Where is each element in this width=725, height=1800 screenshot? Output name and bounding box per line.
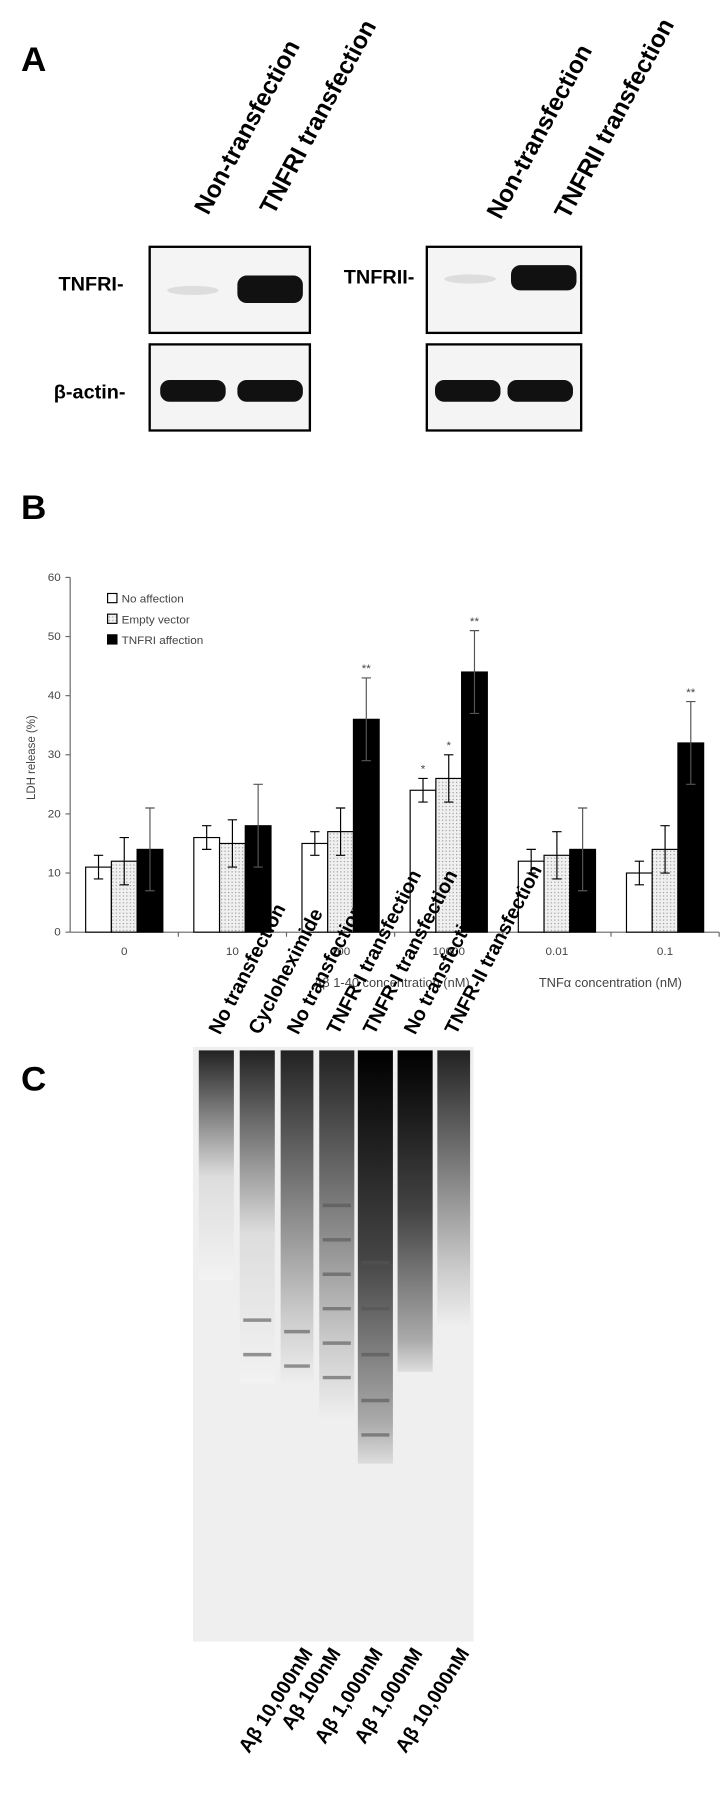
error-bar [686,701,696,785]
bar [409,789,437,933]
x-tick-label: 10000 [432,946,464,958]
error-bar [660,825,670,874]
significance-label: ** [470,616,480,628]
error-bar [444,754,454,803]
panel-letter: C [21,1061,46,1099]
error-bar [145,807,155,892]
legend-swatch [106,592,118,604]
error-bar [418,777,428,803]
lane-label: TNFRII transfection [550,14,680,223]
x-tick-label: 10 [226,946,239,958]
y-tick-label: 30 [48,749,61,761]
error-bar [119,836,129,886]
y-tick-label: 10 [48,868,61,880]
blot-left [148,245,312,432]
x-tick-label: 0.1 [657,946,673,958]
error-bar [526,848,536,874]
row-label: β-actin- [54,381,126,403]
error-bar [202,825,212,850]
legend-label: No affection [122,594,184,606]
y-tick-label: 50 [48,631,61,643]
y-tick-label: 60 [48,572,61,584]
bar [461,671,488,933]
x-group-label: Aβ 1-40 concentration (nM) [314,975,470,990]
row-label: TNFRII- [344,267,415,289]
legend-label: Empty vector [122,614,190,626]
significance-label: * [446,740,451,752]
y-axis-label: LDH release (%) [26,715,38,800]
panel-letter: B [21,489,46,527]
significance-label: ** [362,663,372,675]
bar [301,842,329,933]
panel-letter: A [21,41,46,79]
bar [193,836,221,933]
bar [435,777,463,933]
y-tick-label: 40 [48,690,61,702]
row-label: TNFRI- [58,274,123,296]
significance-label: * [421,764,426,776]
x-group-label: TNFα concentration (nM) [539,975,682,990]
y-tick-label: 0 [54,927,61,939]
error-bar [577,807,588,892]
y-tick-label: 20 [48,808,61,820]
legend-swatch [106,613,118,624]
significance-label: ** [686,687,696,699]
lane-label: TNFRI transfection [255,16,382,219]
bar-chart: LDH release (%) Aβ 1-40 concentration (n… [26,572,720,990]
x-tick-label: 0 [121,946,128,958]
legend-label: TNFRI affection [122,635,204,647]
error-bar [253,783,263,868]
error-bar [361,677,371,762]
error-bar [310,831,320,856]
error-bar [469,630,480,714]
x-tick-label: 100 [331,946,351,958]
error-bar [93,854,104,880]
blot-right [425,245,583,432]
x-tick-label: 0.01 [546,946,569,958]
error-bar [335,807,346,856]
error-bar [552,831,562,880]
error-bar [227,819,238,868]
gel [192,1046,474,1642]
error-bar [634,860,645,886]
legend-swatch [106,634,118,645]
